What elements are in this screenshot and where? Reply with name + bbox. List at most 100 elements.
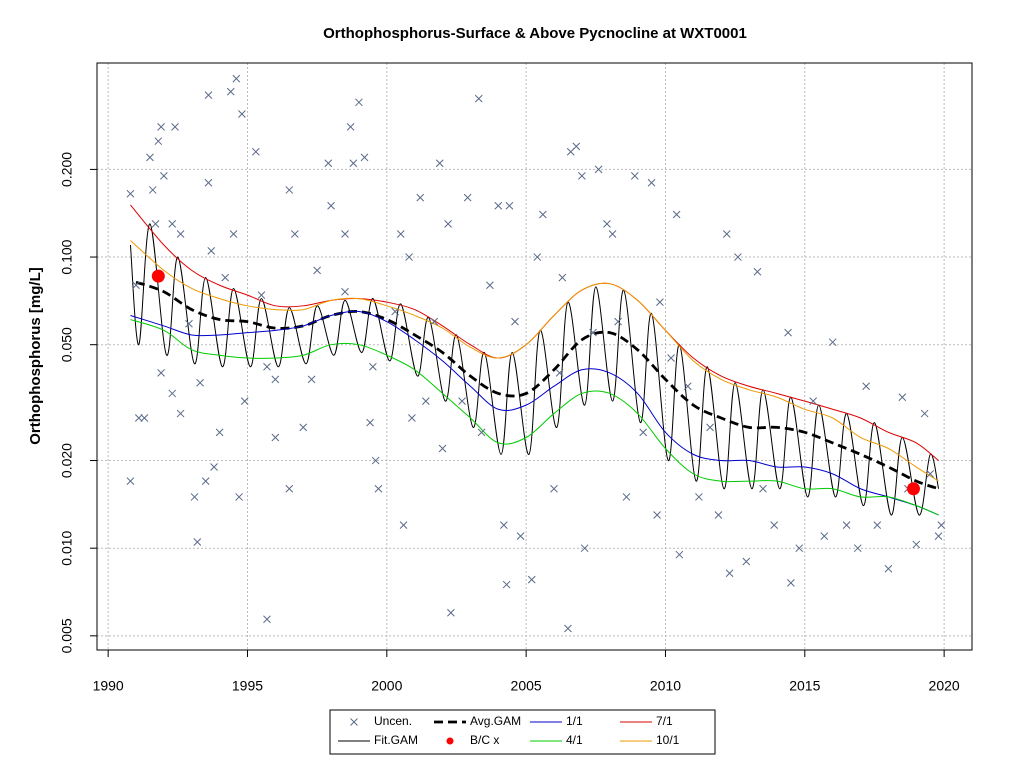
scatter-point <box>371 456 380 465</box>
bc-point <box>151 269 165 283</box>
scatter-point <box>934 532 943 540</box>
scatter-point <box>873 521 882 529</box>
scatter-point <box>555 369 564 377</box>
scatter-point <box>257 291 266 299</box>
scatter-point <box>285 186 294 194</box>
scatter-point <box>134 414 143 422</box>
scatter-point <box>499 521 508 529</box>
scatter-point <box>505 201 514 210</box>
scatter-point <box>937 521 946 529</box>
scatter-point <box>341 230 349 238</box>
legend-label: Fit.GAM <box>374 733 418 747</box>
legend-box <box>329 709 716 755</box>
scatter-point <box>820 532 829 540</box>
series-line <box>130 310 939 516</box>
scatter-point <box>229 230 238 238</box>
scatter-point <box>399 521 408 529</box>
legend-label: Uncen. <box>374 714 412 728</box>
scatter-point <box>828 338 837 347</box>
series-line <box>129 223 940 516</box>
scatter-point <box>196 378 204 387</box>
bc-point <box>906 482 920 496</box>
scatter-point <box>285 484 294 493</box>
scatter-point <box>787 579 795 587</box>
legend-label: 4/1 <box>566 733 583 747</box>
scatter-point <box>160 172 168 180</box>
scatter-point <box>132 281 140 290</box>
y-tick-label: 0.020 <box>59 443 75 478</box>
scatter-point <box>168 389 177 398</box>
scatter-point <box>238 110 246 118</box>
scatter-point <box>271 375 280 384</box>
scatter-point <box>176 409 185 418</box>
scatter-point <box>842 521 851 529</box>
scatter-point <box>391 307 400 316</box>
y-axis-label: Orthophosphorus [mg/L] <box>27 267 44 444</box>
series-line <box>130 240 939 482</box>
scatter-point <box>667 354 675 362</box>
scatter-point <box>447 608 455 617</box>
y-tick-label: 0.050 <box>59 327 75 362</box>
scatter-point <box>753 267 762 276</box>
scatter-point <box>374 484 383 493</box>
scatter-point <box>572 142 581 151</box>
scatter-point <box>360 153 369 162</box>
scatter-point <box>263 615 271 624</box>
scatter-point <box>327 201 335 210</box>
scatter-point <box>795 544 804 553</box>
series-line <box>135 280 940 491</box>
scatter-point <box>355 98 363 107</box>
scatter-point <box>251 147 260 156</box>
scatter-point <box>539 210 547 219</box>
scatter-point <box>232 74 241 83</box>
scatter-point <box>742 557 751 566</box>
scatter-point <box>759 484 767 493</box>
scatter-point <box>502 580 511 589</box>
x-tick-label: 2010 <box>650 678 681 694</box>
scatter-point <box>207 247 216 255</box>
scatter-point <box>714 511 723 519</box>
scatter-point <box>920 409 929 418</box>
scatter-point <box>171 123 179 131</box>
x-tick-label: 2005 <box>511 678 542 694</box>
scatter-point <box>146 153 154 162</box>
scatter-point <box>672 210 681 219</box>
scatter-point <box>405 253 413 261</box>
scatter-point <box>614 317 622 326</box>
scatter-point <box>494 201 503 210</box>
scatter-point <box>647 178 656 187</box>
legend-label: B/C x <box>470 733 499 747</box>
scatter-point <box>695 493 703 501</box>
scatter-point <box>444 220 452 228</box>
scatter-point <box>580 544 589 553</box>
scatter-point <box>898 393 907 402</box>
scatter-point <box>366 418 374 427</box>
y-tick-label: 0.100 <box>59 239 75 274</box>
scatter-point <box>369 362 377 371</box>
x-tick-label: 1995 <box>232 678 263 694</box>
scatter-point <box>430 317 439 326</box>
scatter-point <box>271 433 280 442</box>
scatter-point <box>722 230 731 238</box>
scatter-point <box>307 375 316 384</box>
scatter-point <box>770 521 779 529</box>
scatter-point <box>884 564 893 573</box>
x-tick-label: 1990 <box>93 678 124 694</box>
scatter-point <box>458 397 466 405</box>
legend-marker <box>350 718 358 726</box>
scatter-point <box>324 159 333 168</box>
scatter-point <box>201 477 210 485</box>
scatter-point <box>421 397 430 405</box>
scatter-point <box>683 382 692 391</box>
scatter-point <box>168 220 177 228</box>
scatter-point <box>176 230 185 238</box>
scatter-point <box>204 91 213 99</box>
scatter-point <box>784 328 792 337</box>
scatter-point <box>653 511 661 519</box>
scatter-point <box>126 189 135 198</box>
plot-frame <box>96 62 973 651</box>
scatter-point <box>290 230 299 238</box>
scatter-point <box>313 266 321 275</box>
scatter-point <box>408 414 416 422</box>
